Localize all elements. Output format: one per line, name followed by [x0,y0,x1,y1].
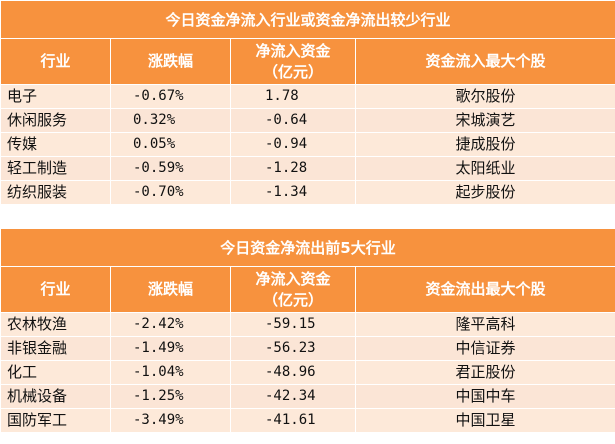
table-row: 休闲服务 0.32% -0.64 宋城演艺 [0,108,615,133]
change-cell: -0.59% [110,156,231,181]
change-cell: -0.70% [110,180,231,205]
industry-cell: 休闲服务 [0,108,111,133]
table-row: 传媒 0.05% -0.94 捷成股份 [0,132,615,157]
top-stock-cell: 隆平高科 [354,312,615,337]
change-cell: -1.49% [110,336,231,361]
net-flow-cell: -56.23 [230,336,356,361]
change-cell: -1.25% [110,384,231,409]
header-change: 涨跌幅 [110,266,231,313]
table-row: 电子 -0.67% 1.78 歌尔股份 [0,84,615,109]
top-stock-cell: 中国卫星 [354,408,615,433]
table-row: 机械设备 -1.25% -42.34 中国中车 [0,384,615,409]
outflow-table-title: 今日资金净流出前5大行业 [0,228,615,267]
table-row: 纺织服装 -0.70% -1.34 起步股份 [0,180,615,205]
top-stock-cell: 起步股份 [354,180,615,205]
industry-cell: 轻工制造 [0,156,111,181]
industry-cell: 国防军工 [0,408,111,433]
header-top-stock: 资金流出最大个股 [354,266,615,313]
industry-cell: 非银金融 [0,336,111,361]
table-row: 非银金融 -1.49% -56.23 中信证券 [0,336,615,361]
top-stock-cell: 歌尔股份 [354,84,615,109]
header-industry: 行业 [0,266,111,313]
change-cell: -2.42% [110,312,231,337]
change-cell: -0.67% [110,84,231,109]
industry-cell: 电子 [0,84,111,109]
header-net-inflow: 净流入资金 （亿元） [230,38,356,85]
top-stock-cell: 宋城演艺 [354,108,615,133]
net-flow-cell: -1.28 [230,156,356,181]
header-net-line2: （亿元） [262,62,323,81]
top-stock-cell: 中国中车 [354,384,615,409]
industry-cell: 化工 [0,360,111,385]
top-stock-cell: 太阳纸业 [354,156,615,181]
net-flow-cell: -42.34 [230,384,356,409]
change-cell: 0.05% [110,132,231,157]
header-net-line2: （亿元） [262,290,323,309]
top-stock-cell: 君正股份 [354,360,615,385]
table-row: 化工 -1.04% -48.96 君正股份 [0,360,615,385]
industry-cell: 农林牧渔 [0,312,111,337]
header-change: 涨跌幅 [110,38,231,85]
inflow-table: 今日资金净流入行业或资金净流出较少行业 行业 涨跌幅 净流入资金 （亿元） 资金… [0,0,615,205]
change-cell: 0.32% [110,108,231,133]
net-flow-cell: -0.64 [230,108,356,133]
change-cell: -1.04% [110,360,231,385]
outflow-table: 今日资金净流出前5大行业 行业 涨跌幅 净流入资金 （亿元） 资金流出最大个股 … [0,228,615,433]
industry-cell: 纺织服装 [0,180,111,205]
net-flow-cell: -41.61 [230,408,356,433]
change-cell: -3.49% [110,408,231,433]
net-flow-cell: -1.34 [230,180,356,205]
table-row: 国防军工 -3.49% -41.61 中国卫星 [0,408,615,433]
header-net-line1: 净流入资金 [255,269,331,288]
header-top-stock: 资金流入最大个股 [354,38,615,85]
industry-cell: 机械设备 [0,384,111,409]
header-industry: 行业 [0,38,111,85]
net-flow-cell: -0.94 [230,132,356,157]
table-row: 农林牧渔 -2.42% -59.15 隆平高科 [0,312,615,337]
top-stock-cell: 捷成股份 [354,132,615,157]
top-stock-cell: 中信证券 [354,336,615,361]
header-net-inflow: 净流入资金 （亿元） [230,266,356,313]
header-net-line1: 净流入资金 [255,41,331,60]
net-flow-cell: -48.96 [230,360,356,385]
industry-cell: 传媒 [0,132,111,157]
inflow-table-title: 今日资金净流入行业或资金净流出较少行业 [0,0,615,39]
net-flow-cell: 1.78 [230,84,356,109]
table-row: 轻工制造 -0.59% -1.28 太阳纸业 [0,156,615,181]
net-flow-cell: -59.15 [230,312,356,337]
